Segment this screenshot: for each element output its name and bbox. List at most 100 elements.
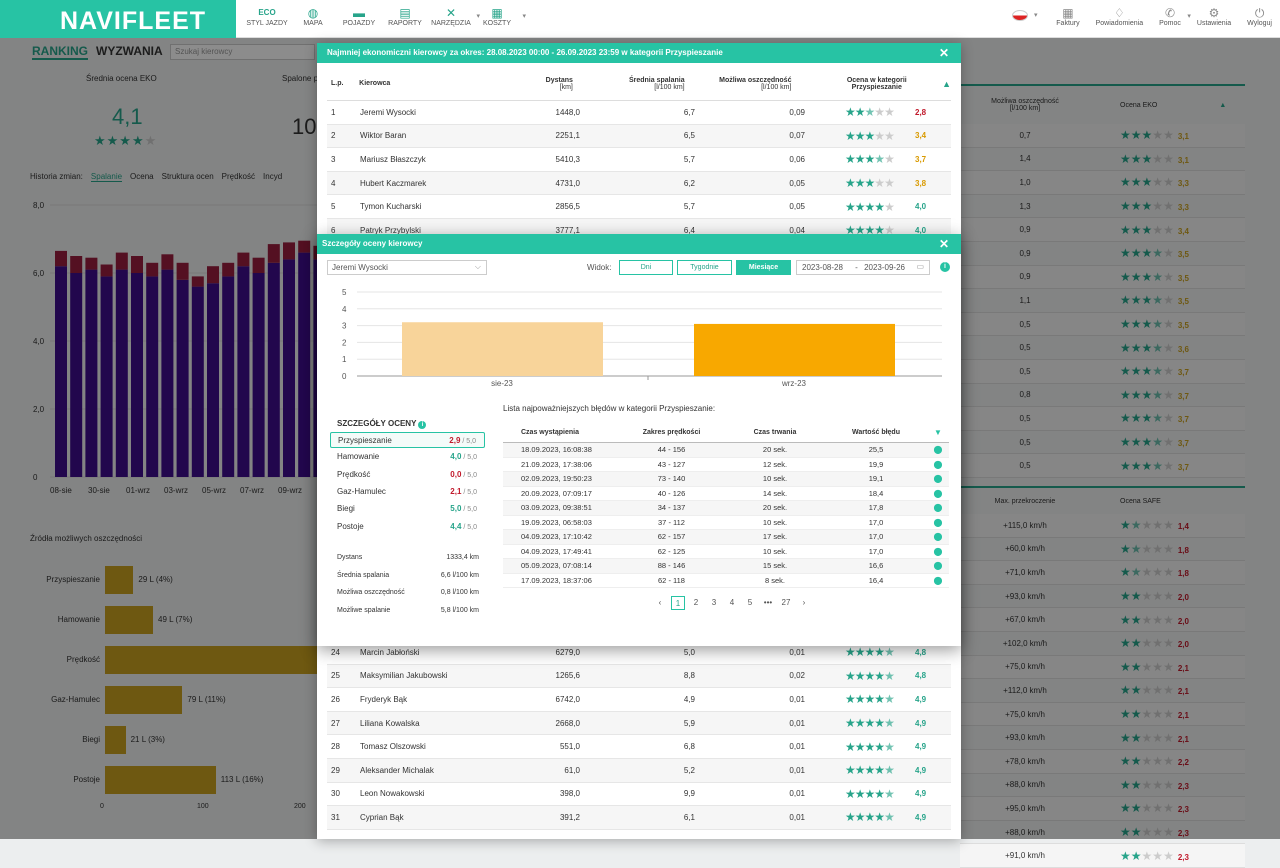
history-bar-top[interactable] — [115, 252, 128, 270]
sort-asc-icon[interactable]: ▲ — [1219, 101, 1227, 109]
history-bar-top[interactable] — [222, 262, 235, 277]
source-bar[interactable] — [105, 566, 134, 594]
history-bar-top[interactable] — [207, 266, 219, 284]
source-bar[interactable] — [105, 606, 154, 634]
source-bar[interactable] — [105, 766, 216, 794]
tab-challenges[interactable]: WYZWANIA — [96, 44, 163, 58]
close-icon[interactable]: ✕ — [938, 237, 949, 251]
info-icon[interactable]: i — [418, 421, 427, 429]
page-3[interactable]: 3 — [711, 598, 717, 607]
history-bar[interactable] — [55, 266, 67, 477]
nav-right-item-4[interactable]: ⏻ Wyloguj — [1239, 0, 1280, 38]
source-bar[interactable] — [105, 726, 126, 754]
page-•••[interactable]: ••• — [763, 598, 773, 607]
table-row[interactable]: 27 Liliana Kowalska 2668,0 5,9 0,01 ★★★★★ 4,9 — [327, 711, 951, 736]
col-header-max-speed[interactable]: Max. przekroczenie — [994, 497, 1056, 505]
table-row[interactable]: 02.09.2023, 19:50:23 73 - 140 10 sek. 19,1 ⬤ — [503, 472, 949, 487]
table-row[interactable]: 0,7 ★★★★★ 3,1 — [960, 124, 1245, 148]
history-bar-top[interactable] — [252, 257, 265, 273]
history-bar[interactable] — [313, 259, 320, 477]
history-bar[interactable] — [283, 259, 295, 477]
table-row[interactable]: 1,1 ★★★★★ 3,5 — [960, 289, 1245, 313]
criteria-item[interactable]: Prędkość 0,0 / 5,0 — [330, 467, 485, 483]
map-pin-icon[interactable]: ⬤ — [933, 517, 943, 527]
app-logo[interactable]: NAVIFLEET — [0, 0, 236, 38]
table-row[interactable]: 0,9 ★★★★★ 3,4 — [960, 218, 1245, 242]
history-bar[interactable] — [267, 262, 280, 477]
nav-item-5[interactable]: ▦ KOSZTY ▾ — [474, 0, 526, 38]
history-bar[interactable] — [222, 276, 235, 477]
nav-item-0[interactable]: ECO STYL JAZDY — [244, 0, 290, 38]
history-bar-top[interactable] — [100, 264, 113, 277]
history-bar[interactable] — [115, 269, 128, 477]
table-row[interactable]: 5 Tymon Kucharski 2856,5 5,7 0,05 ★★★★★ 4,0 — [327, 195, 951, 219]
col-header-speed-range[interactable]: Zakres prędkości — [642, 429, 701, 436]
col-header-safe[interactable]: Ocena SAFE — [1120, 497, 1161, 505]
col-header-category-score[interactable]: Ocena w kategorii Przyspieszanie — [791, 77, 934, 91]
col-header-error-value[interactable]: Wartość błędu — [852, 429, 900, 436]
table-row[interactable]: +112,0 km/h ★★★★★ 2,1 — [960, 679, 1245, 703]
table-row[interactable]: 17.09.2023, 18:37:06 62 - 118 8 sek. 16,4 ⬤ — [503, 574, 949, 588]
nav-item-2[interactable]: ▬ POJAZDY — [336, 0, 382, 38]
view-months-button[interactable]: Miesiące — [736, 260, 791, 275]
criteria-item[interactable]: Gaz-Hamulec 2,1 / 5,0 — [330, 484, 485, 500]
table-row[interactable]: 1,4 ★★★★★ 3,1 — [960, 148, 1245, 172]
map-pin-icon[interactable]: ⬤ — [933, 459, 943, 469]
table-row[interactable]: +95,0 km/h ★★★★★ 2,3 — [960, 797, 1245, 821]
search-input[interactable]: Szukaj kierowcy — [170, 44, 315, 60]
table-row[interactable]: 0,5 ★★★★★ 3,7 — [960, 454, 1245, 478]
history-bar[interactable] — [237, 266, 250, 477]
map-pin-icon[interactable]: ⬤ — [933, 488, 943, 498]
source-bar[interactable] — [105, 646, 320, 674]
nav-item-3[interactable]: ▤ RAPORTY — [382, 0, 428, 38]
history-bar[interactable] — [146, 276, 159, 477]
history-bar[interactable] — [161, 269, 174, 477]
table-row[interactable]: +75,0 km/h ★★★★★ 2,1 — [960, 702, 1245, 727]
map-pin-icon[interactable]: ⬤ — [933, 532, 943, 542]
history-bar-top[interactable] — [131, 256, 143, 273]
nav-right-item-3[interactable]: ⚙ Ustawienia — [1189, 0, 1239, 38]
table-row[interactable]: +115,0 km/h ★★★★★ 1,4 — [960, 514, 1245, 538]
table-row[interactable]: 18.09.2023, 16:08:38 44 - 156 20 sek. 25,5 ⬤ — [503, 443, 949, 458]
history-bar-top[interactable] — [267, 244, 280, 263]
driver-select[interactable]: Jeremi Wysocki ⌵ — [327, 260, 487, 275]
table-row[interactable]: 1,0 ★★★★★ 3,3 — [960, 171, 1245, 195]
table-row[interactable]: 04.09.2023, 17:49:41 62 - 125 10 sek. 17,0 ⬤ — [503, 545, 949, 559]
col-header-duration[interactable]: Czas trwania — [753, 429, 797, 436]
table-row[interactable]: +71,0 km/h ★★★★★ 1,8 — [960, 561, 1245, 585]
table-row[interactable]: 0,5 ★★★★★ 3,7 — [960, 407, 1245, 431]
page-4[interactable]: 4 — [729, 598, 735, 607]
table-row[interactable]: 21.09.2023, 17:38:06 43 - 127 12 sek. 19,9 ⬤ — [503, 458, 949, 472]
map-pin-icon[interactable]: ⬤ — [933, 503, 943, 513]
table-row[interactable]: 1 Jeremi Wysocki 1448,0 6,7 0,09 ★★★★★ 2,8 — [327, 101, 951, 125]
history-bar[interactable] — [207, 283, 219, 477]
language-flag-icon[interactable] — [1012, 10, 1028, 21]
history-bar-top[interactable] — [313, 245, 320, 260]
col-header-distance[interactable]: Dystans [km] — [495, 77, 573, 91]
chevron-down-icon[interactable]: ▾ — [1034, 12, 1038, 19]
tab-history-structure[interactable]: Struktura ocen — [161, 172, 214, 181]
tab-history-incidents[interactable]: Incyd — [263, 172, 283, 181]
map-pin-icon[interactable]: ⬤ — [933, 561, 943, 571]
history-bar-top[interactable] — [298, 240, 311, 253]
table-row[interactable]: 0,5 ★★★★★ 3,6 — [960, 336, 1245, 360]
criteria-item[interactable]: Hamowanie 4,0 / 5,0 — [330, 449, 485, 465]
table-row[interactable]: +78,0 km/h ★★★★★ 2,2 — [960, 749, 1245, 774]
map-pin-icon[interactable]: ⬤ — [933, 575, 943, 585]
table-row[interactable]: 30 Leon Nowakowski 398,0 9,9 0,01 ★★★★★ 4,9 — [327, 783, 951, 807]
table-row[interactable]: 29 Aleksander Michalak 61,0 5,2 0,01 ★★★★★ 4,9 — [327, 758, 951, 783]
sort-asc-icon[interactable]: ▲ — [942, 78, 952, 89]
month-bar[interactable] — [694, 323, 895, 376]
month-bar[interactable] — [402, 322, 603, 376]
table-row[interactable]: +91,0 km/h ★★★★★ 2,3 — [960, 844, 1245, 868]
table-row[interactable]: 0,9 ★★★★★ 3,5 — [960, 242, 1245, 266]
nav-right-item-0[interactable]: ▦ Faktury — [1048, 0, 1087, 38]
table-row[interactable]: 0,9 ★★★★★ 3,5 — [960, 265, 1245, 290]
criteria-item[interactable]: Przyspieszanie 2,9 / 5,0 — [330, 432, 485, 448]
col-header-savings[interactable]: Możliwa oszczędność [l/100 km] — [960, 98, 1090, 112]
table-row[interactable]: 4 Hubert Kaczmarek 4731,0 6,2 0,05 ★★★★★ 3,8 — [327, 171, 951, 196]
sort-desc-icon[interactable]: ▼ — [934, 428, 942, 437]
table-row[interactable]: 05.09.2023, 07:08:14 88 - 146 15 sek. 16,6 ⬤ — [503, 559, 949, 574]
table-row[interactable]: +75,0 km/h ★★★★★ 2,1 — [960, 655, 1245, 680]
history-bar[interactable] — [85, 269, 98, 477]
